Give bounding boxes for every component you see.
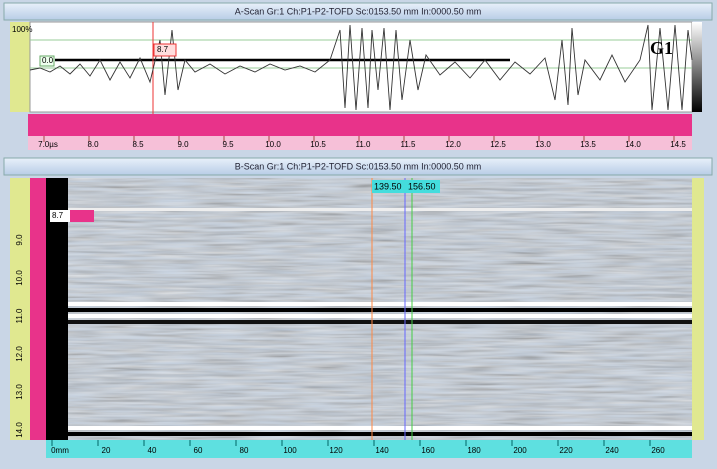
time-label: 8.5 [132, 140, 144, 149]
color-bar [692, 22, 702, 112]
scan-label: 160 [421, 446, 435, 455]
backwall [68, 432, 692, 436]
time-label: 14.0 [625, 140, 641, 149]
scan-label: 200 [513, 446, 527, 455]
time-label: 14.5 [670, 140, 686, 149]
bscan-title: B-Scan Gr:1 Ch:P1-P2-TOFD Sc:0153.50 mm … [235, 161, 481, 171]
scan-label: 80 [240, 446, 249, 455]
scan-label: 220 [559, 446, 573, 455]
ascan-plot [30, 22, 692, 112]
scan-label: 180 [467, 446, 481, 455]
depth-label: 14.0 [15, 422, 24, 438]
amplitude-label: 0.0 [42, 56, 54, 65]
scan-label: 140 [375, 446, 389, 455]
depth-label: 12.0 [15, 346, 24, 362]
scan-label: 0mm [51, 446, 69, 455]
time-label: 9.5 [222, 140, 234, 149]
depth-label: 11.0 [15, 308, 24, 324]
cursor-box [70, 210, 94, 222]
ascan-title: A-Scan Gr:1 Ch:P1-P2-TOFD Sc:0153.50 mm … [235, 6, 481, 16]
time-label: 10.5 [310, 140, 326, 149]
time-label: 9.0 [177, 140, 189, 149]
backwall [68, 426, 692, 430]
lateral-wave [68, 208, 692, 211]
screen: A-Scan Gr:1 Ch:P1-P2-TOFD Sc:0153.50 mm … [0, 0, 717, 464]
gate-strip [28, 114, 692, 136]
depth-label: 9.0 [15, 234, 24, 246]
time-label: 8.0 [87, 140, 99, 149]
time-label: 13.0 [535, 140, 551, 149]
right-ruler [692, 178, 704, 440]
cursor-label: 156.50 [408, 181, 436, 191]
depth-strip [30, 178, 46, 440]
echo-band [68, 320, 692, 324]
amplitude-ruler [10, 22, 30, 112]
time-label: 12.0 [445, 140, 461, 149]
scan-label: 40 [148, 446, 157, 455]
time-label: 10.0 [265, 140, 281, 149]
gate-label: G1 [650, 38, 673, 58]
amplitude-label: 100% [12, 25, 32, 34]
time-label: 12.5 [490, 140, 506, 149]
scan-label: 60 [194, 446, 203, 455]
scan-label: 240 [605, 446, 619, 455]
cursor-value: 8.7 [157, 45, 169, 54]
scan-label: 20 [102, 446, 111, 455]
scan-ruler [46, 440, 692, 458]
echo-band [68, 314, 692, 318]
time-label: 11.0 [356, 140, 372, 149]
scan-label: 120 [329, 446, 343, 455]
time-label: 13.5 [580, 140, 596, 149]
scan-label: 260 [651, 446, 665, 455]
scan-label: 100 [283, 446, 297, 455]
time-label: 7.0µs [38, 140, 58, 149]
echo-band [68, 302, 692, 306]
cursor-label: 139.50 [374, 181, 402, 191]
depth-label: 10.0 [15, 270, 24, 286]
depth-label: 13.0 [15, 384, 24, 400]
time-label: 11.5 [401, 140, 417, 149]
cursor-value: 8.7 [52, 211, 64, 220]
echo-band [68, 308, 692, 312]
